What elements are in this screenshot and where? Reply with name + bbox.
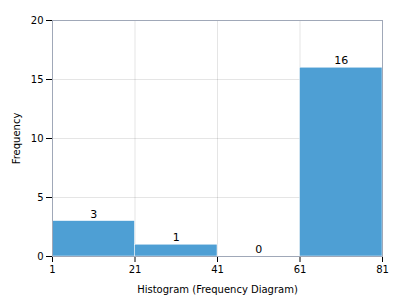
svg-text:10: 10	[31, 133, 44, 144]
svg-text:41: 41	[211, 264, 224, 275]
svg-text:5: 5	[37, 192, 43, 203]
svg-text:15: 15	[31, 74, 44, 85]
svg-text:1: 1	[49, 264, 55, 275]
svg-text:16: 16	[334, 54, 348, 67]
svg-text:61: 61	[294, 264, 307, 275]
svg-text:0: 0	[37, 251, 43, 262]
svg-text:Frequency: Frequency	[11, 113, 22, 165]
svg-text:1: 1	[173, 231, 180, 244]
svg-text:3: 3	[90, 208, 97, 221]
svg-text:21: 21	[129, 264, 142, 275]
svg-text:Histogram (Frequency Diagram): Histogram (Frequency Diagram)	[137, 284, 298, 295]
svg-text:81: 81	[376, 264, 389, 275]
svg-text:0: 0	[255, 243, 262, 256]
svg-text:20: 20	[31, 15, 44, 26]
